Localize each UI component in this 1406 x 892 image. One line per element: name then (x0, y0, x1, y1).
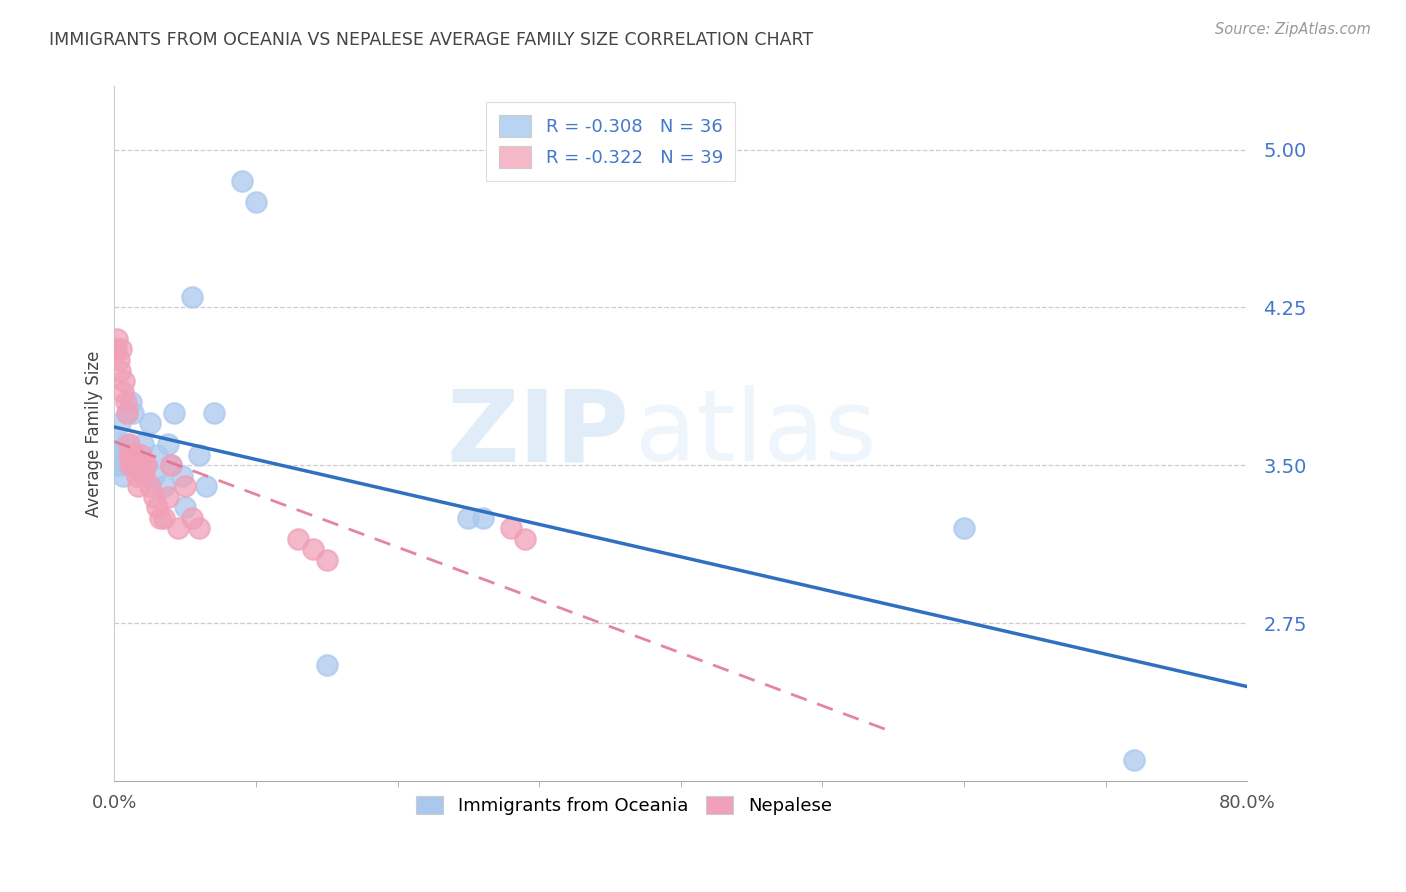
Point (117, 458, 139, 473)
Point (181, 290, 204, 304)
Text: atlas: atlas (636, 385, 877, 483)
Point (953, 521, 976, 535)
Point (110, 458, 132, 473)
Point (111, 384, 134, 399)
Point (104, 448, 127, 462)
Point (163, 406, 186, 420)
Point (120, 395, 142, 409)
Point (107, 437, 129, 451)
Point (132, 437, 155, 451)
Point (111, 468, 134, 483)
Point (120, 448, 142, 462)
Point (114, 395, 136, 409)
Point (245, 195, 267, 210)
Point (174, 479, 197, 493)
Point (105, 458, 128, 473)
Point (122, 448, 145, 462)
Point (315, 553, 337, 567)
Point (108, 363, 131, 377)
Point (110, 343, 132, 357)
Point (181, 511, 204, 525)
Point (112, 374, 135, 388)
Point (153, 479, 176, 493)
Point (135, 458, 157, 473)
Text: IMMIGRANTS FROM OCEANIA VS NEPALESE AVERAGE FAMILY SIZE CORRELATION CHART: IMMIGRANTS FROM OCEANIA VS NEPALESE AVER… (49, 31, 813, 49)
Point (121, 406, 143, 420)
Point (121, 458, 143, 473)
Point (129, 458, 152, 473)
Point (143, 490, 166, 504)
Point (513, 532, 536, 546)
Point (115, 406, 138, 420)
Point (118, 458, 141, 473)
Point (129, 458, 152, 473)
Point (124, 458, 146, 473)
Text: Source: ZipAtlas.com: Source: ZipAtlas.com (1215, 22, 1371, 37)
Point (231, 174, 253, 188)
Point (188, 521, 211, 535)
Point (457, 511, 479, 525)
Point (146, 448, 169, 462)
Point (157, 437, 180, 451)
Y-axis label: Average Family Size: Average Family Size (86, 351, 103, 516)
Point (114, 437, 136, 451)
Point (167, 521, 190, 535)
Point (135, 458, 157, 473)
Point (157, 490, 180, 504)
Point (131, 448, 153, 462)
Point (125, 468, 148, 483)
Point (139, 416, 162, 430)
Point (287, 532, 309, 546)
Point (149, 511, 172, 525)
Point (127, 479, 149, 493)
Point (132, 458, 155, 473)
Text: ZIP: ZIP (447, 385, 630, 483)
Point (174, 500, 197, 515)
Point (105, 332, 128, 346)
Point (471, 511, 494, 525)
Point (107, 353, 129, 368)
Point (134, 468, 156, 483)
Point (117, 448, 139, 462)
Point (172, 468, 194, 483)
Point (301, 542, 323, 557)
Point (188, 448, 211, 462)
Point (499, 521, 522, 535)
Point (160, 458, 183, 473)
Point (315, 658, 337, 673)
Point (160, 458, 183, 473)
Point (202, 406, 225, 420)
Point (124, 448, 146, 462)
Point (195, 479, 218, 493)
Point (112, 448, 135, 462)
Point (139, 479, 162, 493)
Point (143, 468, 166, 483)
Point (1122, 753, 1144, 767)
Point (104, 343, 127, 357)
Point (115, 406, 138, 420)
Point (108, 416, 131, 430)
Legend: Immigrants from Oceania, Nepalese: Immigrants from Oceania, Nepalese (408, 787, 841, 824)
Point (117, 437, 139, 451)
Point (146, 500, 169, 515)
Point (153, 511, 176, 525)
